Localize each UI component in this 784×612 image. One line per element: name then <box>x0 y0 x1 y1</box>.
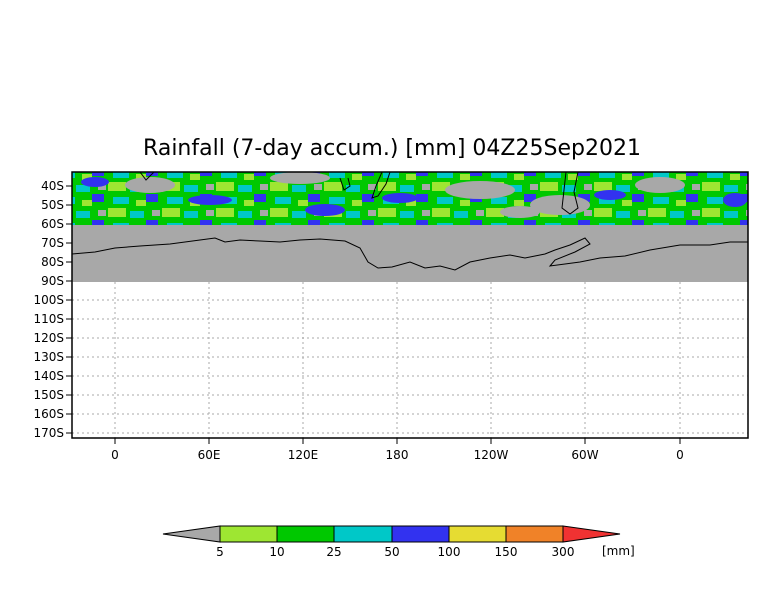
lat-label: 50S <box>41 198 64 212</box>
lat-label: 120S <box>33 331 64 345</box>
lon-label: 0 <box>676 448 684 462</box>
lat-label: 90S <box>41 274 64 288</box>
colorbar <box>162 525 621 543</box>
tasmania-coastline <box>339 177 351 191</box>
lat-label: 140S <box>33 369 64 383</box>
colorbar-segment <box>505 525 564 543</box>
colorbar-tick-label: 100 <box>438 545 461 559</box>
colorbar-tick-label: 50 <box>384 545 399 559</box>
lat-label: 160S <box>33 407 64 421</box>
lon-label: 120W <box>474 448 509 462</box>
colorbar-segment <box>391 525 450 543</box>
dry-patches <box>125 172 685 218</box>
lat-label: 170S <box>33 426 64 440</box>
x-ticks <box>114 438 681 444</box>
lat-label: 80S <box>41 255 64 269</box>
south-america-tip-coastline <box>561 172 579 215</box>
new-zealand-coastline <box>371 172 391 199</box>
africa-tip-coastline <box>139 172 155 181</box>
colorbar-segment <box>219 525 278 543</box>
colorbar-segment <box>276 525 335 543</box>
lat-label: 100S <box>33 293 64 307</box>
colorbar-tick-label: 10 <box>269 545 284 559</box>
colorbar-high-arrow <box>562 525 621 543</box>
plot-frame <box>71 171 749 439</box>
colorbar-unit: [mm] <box>602 544 635 558</box>
lon-label: 60W <box>571 448 598 462</box>
map-title: Rainfall (7-day accum.) [mm] 04Z25Sep202… <box>143 136 641 161</box>
colorbar-tick-label: 25 <box>326 545 341 559</box>
colorbar-tick-label: 300 <box>552 545 575 559</box>
lat-label: 130S <box>33 350 64 364</box>
lon-label: 120E <box>288 448 319 462</box>
lon-label: 60E <box>198 448 221 462</box>
lat-label: 40S <box>41 179 64 193</box>
lon-label: 180 <box>386 448 409 462</box>
colorbar-segment <box>448 525 507 543</box>
heavy-rain-streaks <box>81 177 747 216</box>
y-ticks <box>66 185 72 434</box>
antarctica-land <box>72 225 748 282</box>
antarctic-coastline <box>72 237 748 271</box>
lat-label: 70S <box>41 236 64 250</box>
lat-label: 110S <box>33 312 64 326</box>
colorbar-segment <box>333 525 393 543</box>
lat-label: 60S <box>41 217 64 231</box>
colorbar-tick-label: 5 <box>216 545 224 559</box>
colorbar-low-arrow <box>162 525 221 543</box>
lat-label: 150S <box>33 388 64 402</box>
colorbar-tick-label: 150 <box>495 545 518 559</box>
lon-label: 0 <box>111 448 119 462</box>
grid-lines <box>72 282 748 438</box>
